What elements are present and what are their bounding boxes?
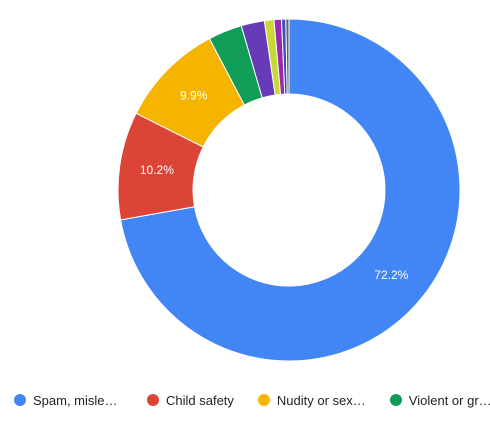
- legend-dot-icon: [257, 394, 270, 406]
- legend-item-0[interactable]: Spam, mislea…: [14, 393, 123, 408]
- slice-label-2: 9.9%: [180, 89, 208, 103]
- chart-legend: Spam, mislea… Child safety Nudity or sex… V…: [14, 390, 490, 410]
- legend-label: Violent or gra…: [408, 392, 490, 408]
- legend-label: Child safety: [166, 392, 234, 408]
- slice-0[interactable]: [120, 18, 461, 362]
- legend-item-3[interactable]: Violent or gra…: [389, 392, 490, 408]
- slice-8[interactable]: [285, 18, 290, 95]
- legend-item-2[interactable]: Nudity or sex…: [257, 392, 366, 408]
- slice-label-1: 10.2%: [140, 163, 174, 177]
- legend-dot-icon: [389, 394, 402, 406]
- legend-label: Spam, mislea…: [33, 392, 123, 408]
- legend-dot-icon: [147, 394, 159, 406]
- legend-item-1[interactable]: Child safety: [147, 393, 234, 408]
- donut-chart: 72.2% 10.2% 9.9%: [117, 18, 461, 362]
- slice-label-0: 72.2%: [374, 268, 408, 282]
- legend-label: Nudity or sex…: [276, 392, 366, 408]
- legend-dot-icon: [14, 394, 26, 406]
